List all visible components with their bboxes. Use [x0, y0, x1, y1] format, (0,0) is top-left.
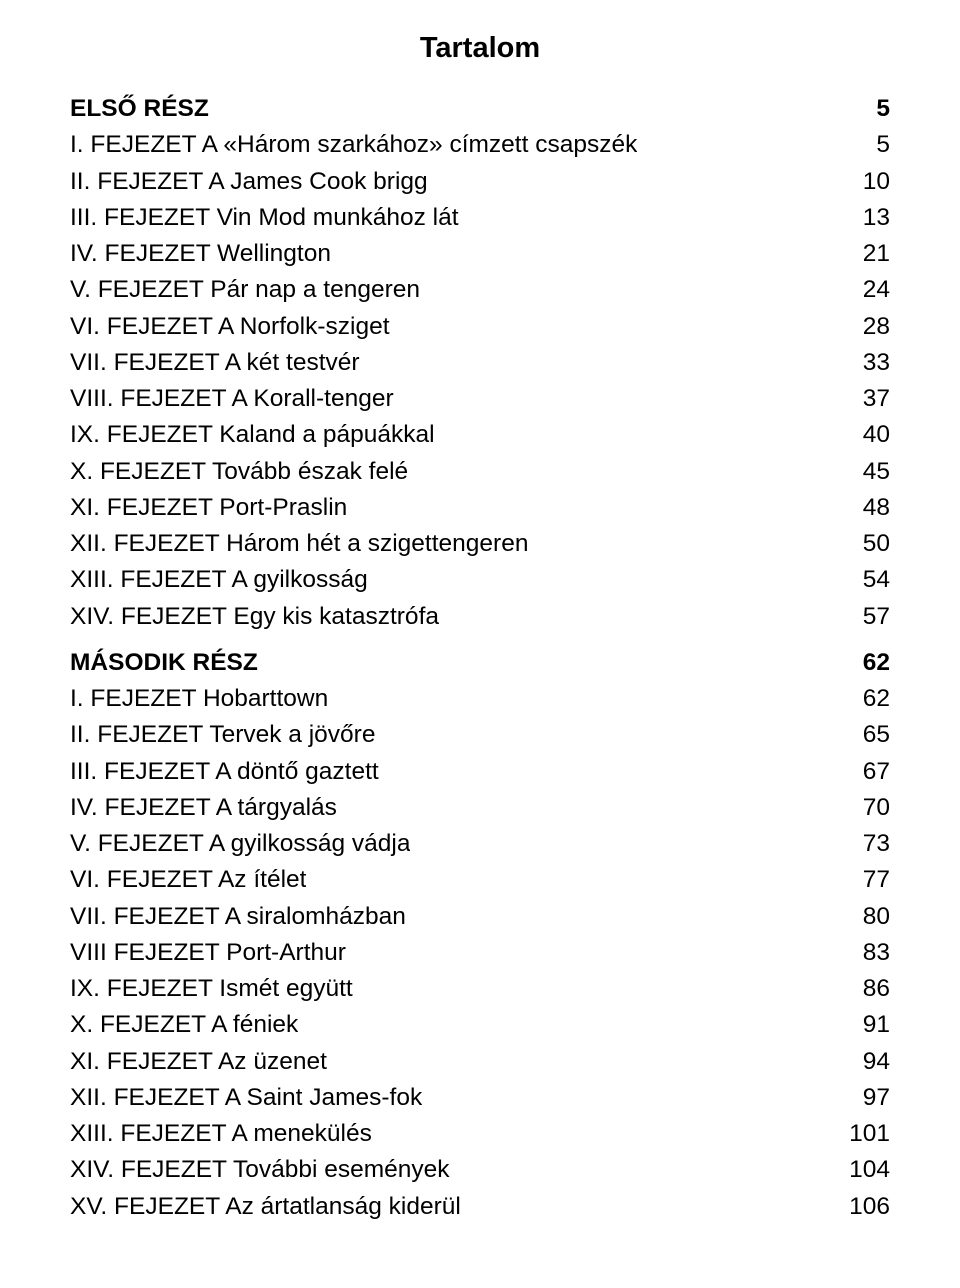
toc-label: X. FEJEZET Tovább észak felé — [70, 454, 408, 490]
toc-label: VII. FEJEZET A siralomházban — [70, 899, 406, 935]
toc-label: I. FEJEZET A «Három szarkához» címzett c… — [70, 127, 637, 163]
toc-label: I. FEJEZET Hobarttown — [70, 681, 328, 717]
toc-label: IV. FEJEZET Wellington — [70, 236, 331, 272]
toc-page: 5 — [864, 127, 890, 163]
page-title: Tartalom — [70, 32, 890, 65]
toc-page: 13 — [851, 200, 890, 236]
toc-label: IX. FEJEZET Kaland a pápuákkal — [70, 417, 435, 453]
section-header: ELSŐ RÉSZ 5 — [70, 91, 890, 127]
toc-entry[interactable]: I. FEJEZET Hobarttown 62 — [70, 681, 890, 717]
toc-label: XII. FEJEZET Három hét a szigettengeren — [70, 526, 528, 562]
toc-entry[interactable]: IV. FEJEZET Wellington 21 — [70, 236, 890, 272]
toc-page: 70 — [851, 790, 890, 826]
toc-page: 97 — [851, 1080, 890, 1116]
toc-entry[interactable]: XIII. FEJEZET A menekülés 101 — [70, 1116, 890, 1152]
toc-label: XI. FEJEZET Port-Praslin — [70, 490, 347, 526]
toc-entry[interactable]: IX. FEJEZET Ismét együtt 86 — [70, 971, 890, 1007]
toc-page: 67 — [851, 754, 890, 790]
toc-entry[interactable]: II. FEJEZET Tervek a jövőre 65 — [70, 717, 890, 753]
toc-page: 37 — [851, 381, 890, 417]
toc-entry[interactable]: V. FEJEZET Pár nap a tengeren 24 — [70, 272, 890, 308]
toc-entry[interactable]: X. FEJEZET Tovább észak felé 45 — [70, 454, 890, 490]
toc-label: XI. FEJEZET Az üzenet — [70, 1044, 327, 1080]
toc-entry[interactable]: XII. FEJEZET Három hét a szigettengeren … — [70, 526, 890, 562]
toc-entry[interactable]: XI. FEJEZET Az üzenet 94 — [70, 1044, 890, 1080]
toc-page: 57 — [851, 599, 890, 635]
toc-page: 45 — [851, 454, 890, 490]
toc-entry[interactable]: VII. FEJEZET A siralomházban 80 — [70, 899, 890, 935]
toc-entry[interactable]: V. FEJEZET A gyilkosság vádja 73 — [70, 826, 890, 862]
toc-label: XIV. FEJEZET További események — [70, 1152, 450, 1188]
toc-page: 73 — [851, 826, 890, 862]
toc-page: 77 — [851, 862, 890, 898]
toc-page: 101 — [837, 1116, 890, 1152]
toc-page: 40 — [851, 417, 890, 453]
toc-page: 106 — [837, 1189, 890, 1225]
toc-page: 54 — [851, 562, 890, 598]
toc-page: 83 — [851, 935, 890, 971]
toc-entry[interactable]: X. FEJEZET A féniek 91 — [70, 1007, 890, 1043]
toc-label: XIII. FEJEZET A gyilkosság — [70, 562, 368, 598]
toc-entry[interactable]: XI. FEJEZET Port-Praslin 48 — [70, 490, 890, 526]
toc-entry[interactable]: II. FEJEZET A James Cook brigg 10 — [70, 164, 890, 200]
toc-entry[interactable]: XIV. FEJEZET További események 104 — [70, 1152, 890, 1188]
toc-page: 65 — [851, 717, 890, 753]
section-page: 62 — [851, 645, 890, 681]
toc-label: II. FEJEZET A James Cook brigg — [70, 164, 428, 200]
toc-entry[interactable]: XV. FEJEZET Az ártatlanság kiderül 106 — [70, 1189, 890, 1225]
toc-page: 91 — [851, 1007, 890, 1043]
toc-entry[interactable]: XIV. FEJEZET Egy kis katasztrófa 57 — [70, 599, 890, 635]
toc-entry[interactable]: VIII. FEJEZET A Korall-tenger 37 — [70, 381, 890, 417]
toc-page: 48 — [851, 490, 890, 526]
toc-page: 94 — [851, 1044, 890, 1080]
toc-label: XIII. FEJEZET A menekülés — [70, 1116, 372, 1152]
section-page: 5 — [864, 91, 890, 127]
toc-entry[interactable]: XIII. FEJEZET A gyilkosság 54 — [70, 562, 890, 598]
toc-label: XIV. FEJEZET Egy kis katasztrófa — [70, 599, 439, 635]
toc-page: 50 — [851, 526, 890, 562]
toc-entry[interactable]: IX. FEJEZET Kaland a pápuákkal 40 — [70, 417, 890, 453]
toc-entry[interactable]: XII. FEJEZET A Saint James-fok 97 — [70, 1080, 890, 1116]
toc-label: XII. FEJEZET A Saint James-fok — [70, 1080, 422, 1116]
toc-label: III. FEJEZET A döntő gaztett — [70, 754, 379, 790]
toc-page: 24 — [851, 272, 890, 308]
toc-label: XV. FEJEZET Az ártatlanság kiderül — [70, 1189, 461, 1225]
toc-page: 80 — [851, 899, 890, 935]
toc-page: 104 — [837, 1152, 890, 1188]
toc-entry[interactable]: III. FEJEZET Vin Mod munkához lát 13 — [70, 200, 890, 236]
toc-page: 62 — [851, 681, 890, 717]
toc-page: 28 — [851, 309, 890, 345]
toc-label: IX. FEJEZET Ismét együtt — [70, 971, 353, 1007]
toc-page: 33 — [851, 345, 890, 381]
toc-label: VIII FEJEZET Port-Arthur — [70, 935, 346, 971]
toc-label: III. FEJEZET Vin Mod munkához lát — [70, 200, 459, 236]
toc-entry[interactable]: IV. FEJEZET A tárgyalás 70 — [70, 790, 890, 826]
toc-label: VI. FEJEZET Az ítélet — [70, 862, 306, 898]
toc-label: IV. FEJEZET A tárgyalás — [70, 790, 337, 826]
toc-entry[interactable]: VI. FEJEZET Az ítélet 77 — [70, 862, 890, 898]
toc-page: 21 — [851, 236, 890, 272]
toc-entry[interactable]: III. FEJEZET A döntő gaztett 67 — [70, 754, 890, 790]
toc-entry[interactable]: VIII FEJEZET Port-Arthur 83 — [70, 935, 890, 971]
toc-page: 10 — [851, 164, 890, 200]
toc-label: V. FEJEZET Pár nap a tengeren — [70, 272, 420, 308]
toc-label: II. FEJEZET Tervek a jövőre — [70, 717, 375, 753]
toc-label: V. FEJEZET A gyilkosság vádja — [70, 826, 410, 862]
section-header: MÁSODIK RÉSZ 62 — [70, 645, 890, 681]
section-label: MÁSODIK RÉSZ — [70, 645, 258, 681]
toc-entry[interactable]: VII. FEJEZET A két testvér 33 — [70, 345, 890, 381]
toc-entry[interactable]: VI. FEJEZET A Norfolk-sziget 28 — [70, 309, 890, 345]
toc-label: VI. FEJEZET A Norfolk-sziget — [70, 309, 390, 345]
toc-label: VII. FEJEZET A két testvér — [70, 345, 360, 381]
toc-label: VIII. FEJEZET A Korall-tenger — [70, 381, 394, 417]
toc-label: X. FEJEZET A féniek — [70, 1007, 298, 1043]
section-label: ELSŐ RÉSZ — [70, 91, 209, 127]
toc-entry[interactable]: I. FEJEZET A «Három szarkához» címzett c… — [70, 127, 890, 163]
toc-page: 86 — [851, 971, 890, 1007]
